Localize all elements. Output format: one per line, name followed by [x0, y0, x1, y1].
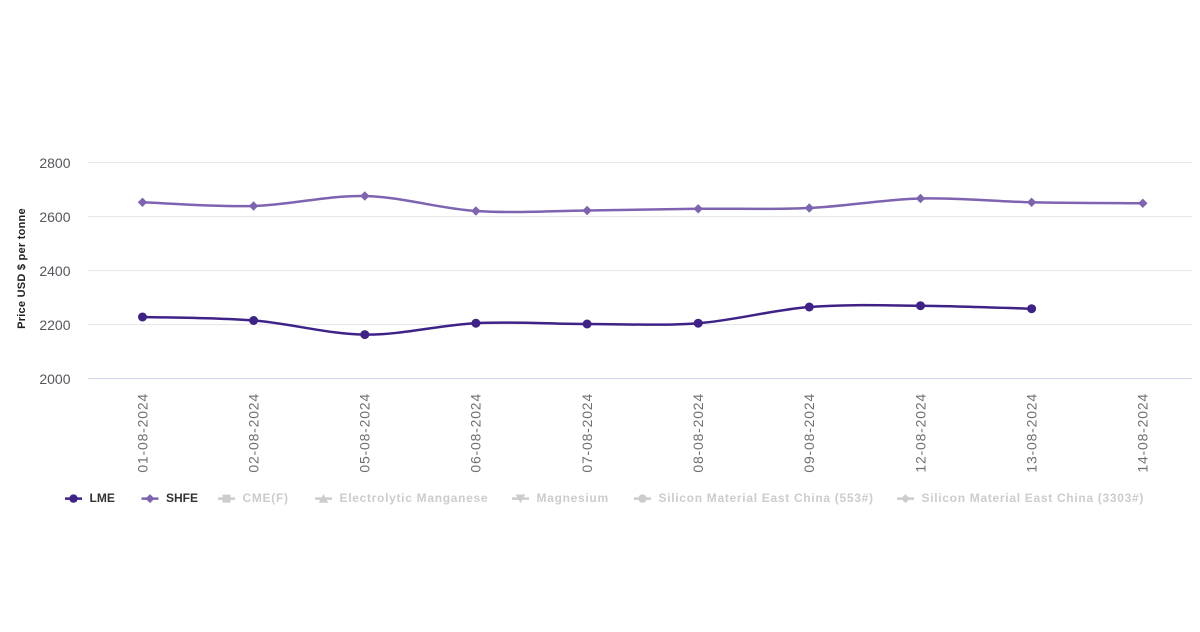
svg-text:2800: 2800 — [39, 155, 70, 171]
svg-text:Price USD $ per tonne: Price USD $ per tonne — [16, 208, 28, 329]
svg-text:Magnesium: Magnesium — [537, 491, 609, 505]
svg-text:07-08-2024: 07-08-2024 — [579, 393, 595, 473]
svg-text:2200: 2200 — [39, 317, 70, 333]
svg-text:SHFE: SHFE — [166, 491, 198, 505]
svg-text:05-08-2024: 05-08-2024 — [357, 393, 373, 473]
svg-text:Electrolytic Manganese: Electrolytic Manganese — [340, 491, 489, 505]
svg-text:Silicon Material East China (3: Silicon Material East China (3303#) — [922, 491, 1145, 505]
svg-text:01-08-2024: 01-08-2024 — [134, 393, 150, 473]
svg-text:CME(F): CME(F) — [243, 491, 289, 505]
svg-text:2400: 2400 — [39, 263, 70, 279]
svg-text:08-08-2024: 08-08-2024 — [690, 393, 706, 473]
svg-text:06-08-2024: 06-08-2024 — [468, 393, 484, 473]
svg-text:14-08-2024: 14-08-2024 — [1135, 393, 1151, 473]
svg-text:2600: 2600 — [39, 209, 70, 225]
svg-text:02-08-2024: 02-08-2024 — [245, 393, 261, 473]
svg-text:09-08-2024: 09-08-2024 — [801, 393, 817, 473]
svg-text:13-08-2024: 13-08-2024 — [1023, 393, 1039, 473]
svg-text:2000: 2000 — [39, 371, 70, 387]
svg-text:Silicon Material East China (5: Silicon Material East China (553#) — [659, 491, 874, 505]
svg-text:12-08-2024: 12-08-2024 — [912, 393, 928, 473]
svg-text:LME: LME — [90, 491, 115, 505]
